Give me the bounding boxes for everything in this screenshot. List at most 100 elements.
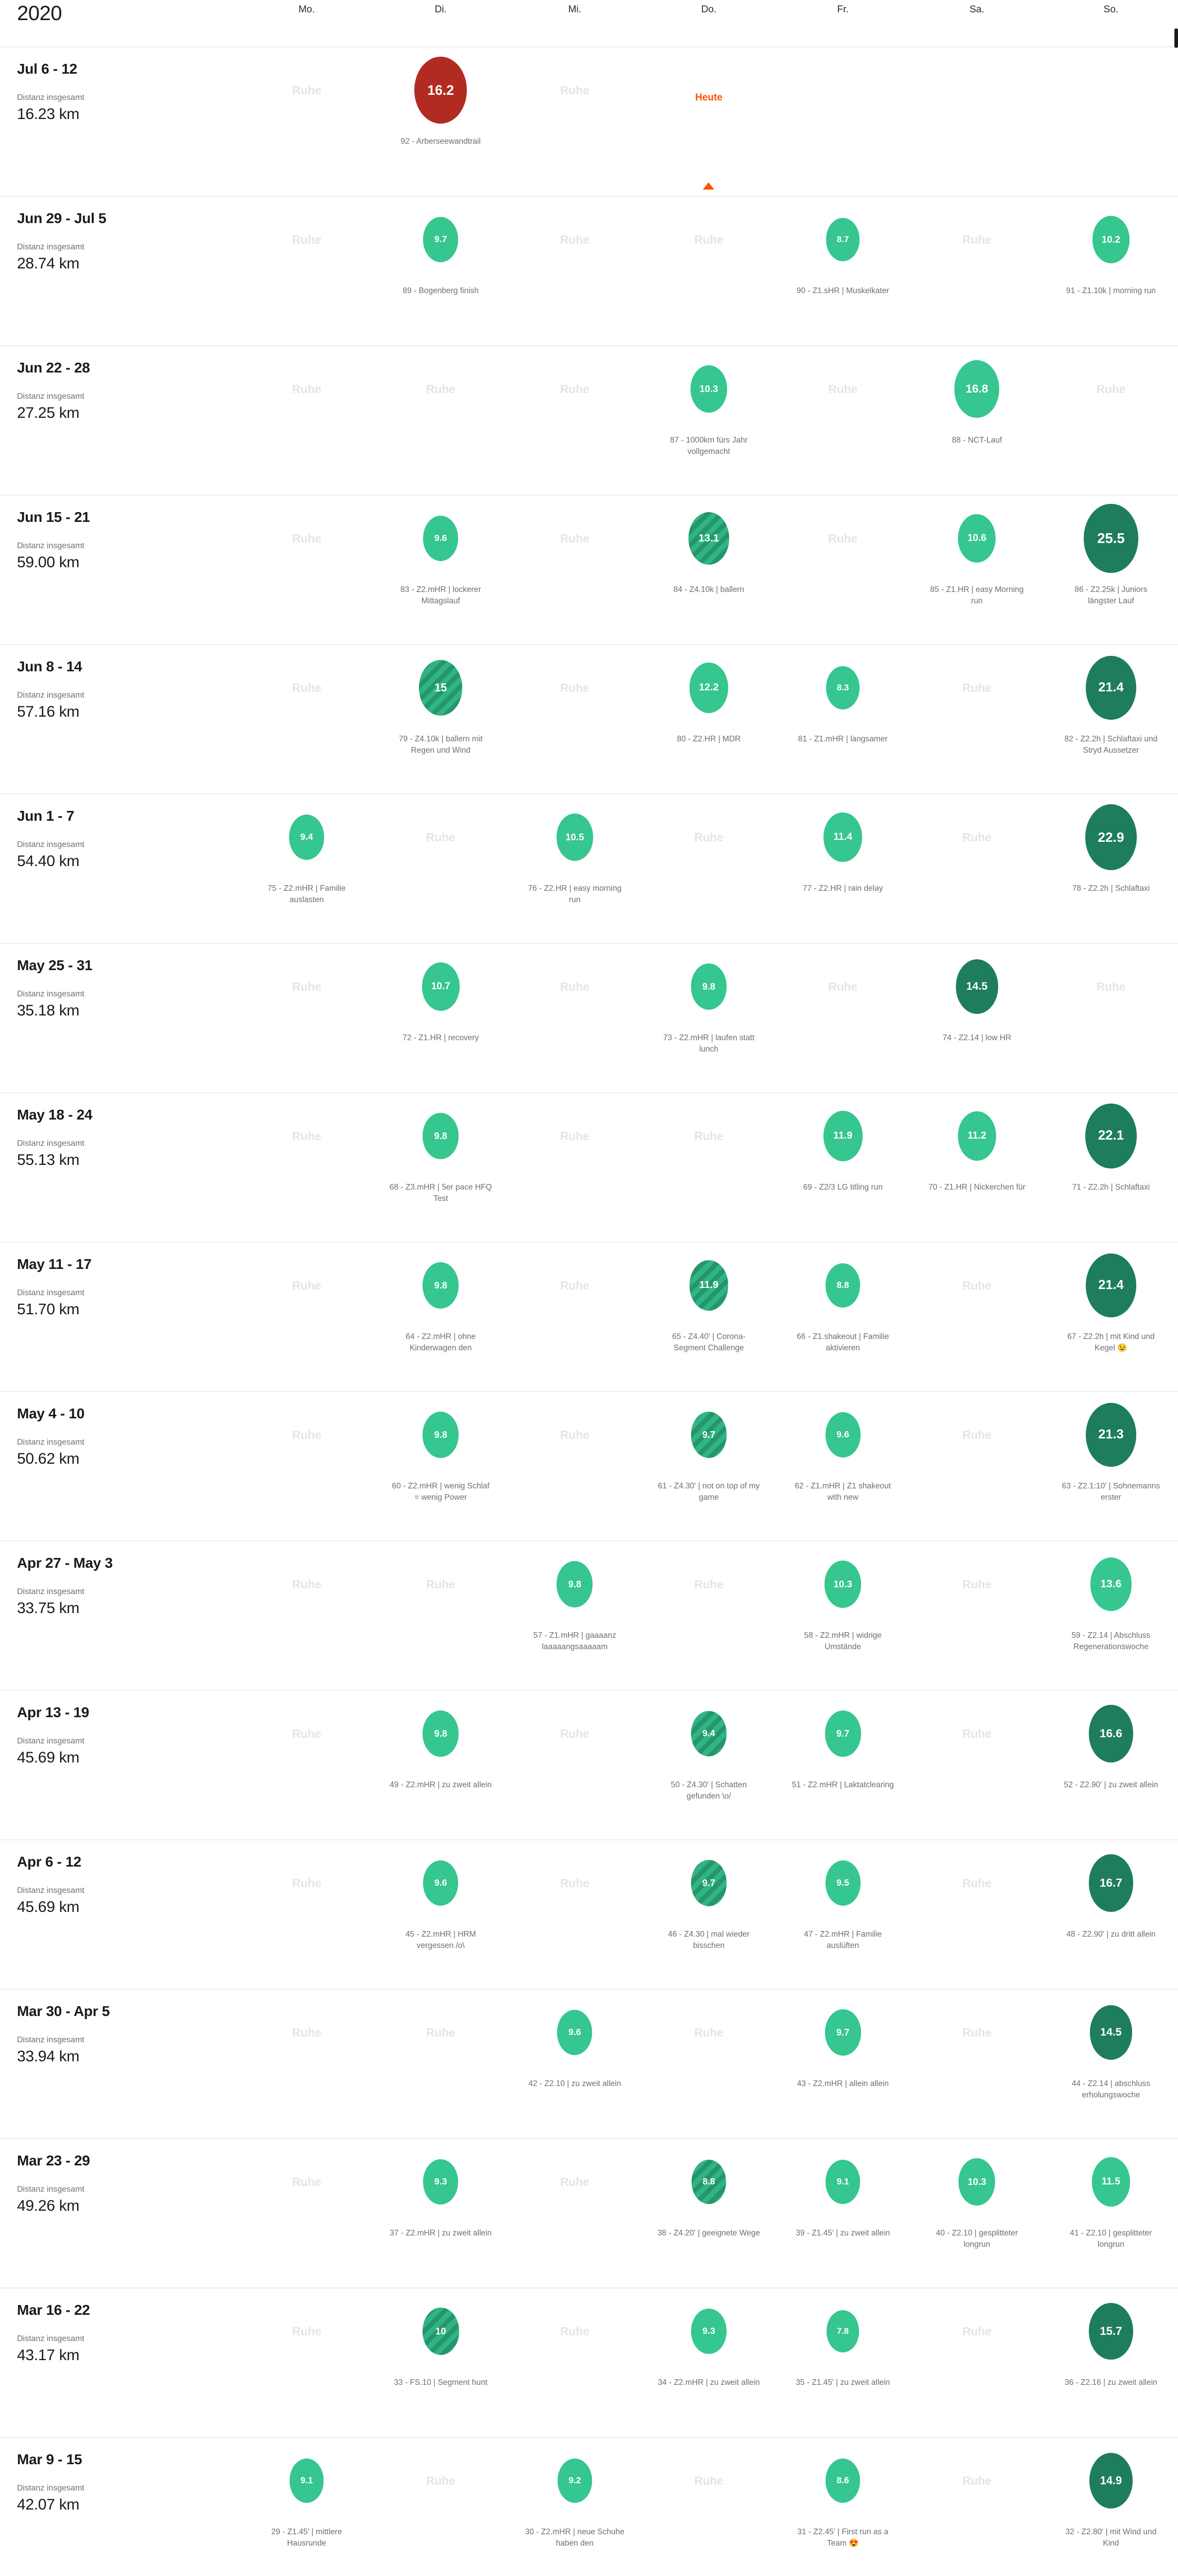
activity-label[interactable]: 67 - Z2.2h | mit Kind und Kegel 😉 — [1067, 1332, 1155, 1352]
activity-bubble[interactable]: 9.8 — [423, 1262, 459, 1309]
activity-bubble[interactable]: 9.8 — [691, 963, 727, 1010]
activity-label[interactable]: 32 - Z2.80' | mit Wind und Kind — [1065, 2528, 1157, 2548]
activity-label[interactable]: 61 - Z4.30' | not on top of my game — [658, 1482, 760, 1502]
activity-label[interactable]: 91 - Z1.10k | morning run — [1066, 286, 1156, 295]
activity-bubble[interactable]: 9.8 — [423, 1113, 459, 1159]
activity-label[interactable]: 90 - Z1.sHR | Muskelkater — [796, 286, 889, 295]
activity-label[interactable]: 85 - Z1.HR | easy Morning run — [930, 585, 1024, 605]
activity-label[interactable]: 48 - Z2.90' | zu dritt allein — [1066, 1930, 1156, 1939]
activity-bubble[interactable]: 16.2 — [414, 56, 467, 124]
activity-bubble[interactable]: 9.8 — [557, 1561, 593, 1607]
activity-label[interactable]: 64 - Z2.mHR | ohne Kinderwagen den — [406, 1332, 476, 1352]
activity-bubble[interactable]: 10.2 — [1092, 216, 1130, 263]
activity-label[interactable]: 36 - Z2.16 | zu zweit allein — [1065, 2378, 1157, 2387]
activity-bubble[interactable]: 25.5 — [1084, 503, 1138, 573]
activity-bubble[interactable]: 14.5 — [955, 959, 998, 1014]
activity-bubble[interactable]: 8.6 — [826, 2459, 860, 2503]
activity-label[interactable]: 40 - Z2.10 | gesplitteter longrun — [936, 2229, 1018, 2249]
week-title[interactable]: Mar 30 - Apr 5 — [17, 2003, 110, 2019]
activity-label[interactable]: 78 - Z2.2h | Schlaftaxi — [1072, 884, 1150, 893]
activity-bubble[interactable]: 10.5 — [556, 814, 593, 861]
activity-bubble[interactable]: 9.8 — [423, 1710, 459, 1757]
activity-bubble[interactable]: 22.1 — [1085, 1103, 1137, 1169]
activity-label[interactable]: 41 - Z2.10 | gesplitteter longrun — [1070, 2229, 1152, 2249]
activity-label[interactable]: 30 - Z2.mHR | neue Schuhe haben den — [525, 2528, 625, 2548]
activity-label[interactable]: 65 - Z4.40' | Corona-Segment Challenge — [672, 1332, 746, 1352]
activity-label[interactable]: 57 - Z1.mHR | gaaaanz laaaaangsaaaaam — [533, 1631, 616, 1651]
activity-label[interactable]: 86 - Z2.25k | Juniors längster Lauf — [1074, 585, 1148, 605]
activity-label[interactable]: 69 - Z2/3 LG titling run — [803, 1183, 883, 1192]
activity-bubble[interactable]: 9.7 — [423, 217, 459, 262]
week-title[interactable]: May 18 - 24 — [17, 1107, 93, 1123]
week-title[interactable]: May 25 - 31 — [17, 957, 93, 973]
activity-bubble[interactable]: 9.2 — [558, 2459, 592, 2503]
activity-bubble[interactable]: 14.9 — [1089, 2453, 1133, 2509]
week-title[interactable]: May 11 - 17 — [17, 1256, 92, 1272]
activity-bubble[interactable]: 10 — [422, 2308, 459, 2355]
activity-label[interactable]: 62 - Z1.mHR | Z1 shakeout with new — [795, 1482, 891, 1502]
week-title[interactable]: Jun 8 - 14 — [17, 658, 82, 674]
activity-bubble[interactable]: 8.8 — [826, 1263, 860, 1308]
activity-label[interactable]: 58 - Z2.mHR | widrige Umstände — [804, 1631, 882, 1651]
activity-label[interactable]: 35 - Z1.45' | zu zweit allein — [796, 2378, 890, 2387]
activity-bubble[interactable]: 9.4 — [691, 1711, 727, 1756]
activity-label[interactable]: 68 - Z3.mHR | 5er pace HFQ Test — [389, 1183, 492, 1203]
activity-bubble[interactable]: 9.6 — [825, 1412, 861, 1458]
activity-bubble[interactable]: 9.6 — [423, 1860, 459, 1906]
activity-label[interactable]: 60 - Z2.mHR | wenig Schlaf = wenig Power — [392, 1482, 490, 1502]
week-title[interactable]: Jun 29 - Jul 5 — [17, 210, 107, 226]
activity-bubble[interactable]: 11.2 — [957, 1111, 996, 1161]
week-title[interactable]: Jun 1 - 7 — [17, 808, 74, 824]
scrollbar-thumb[interactable] — [1174, 28, 1178, 48]
activity-bubble[interactable]: 13.6 — [1090, 1557, 1132, 1611]
activity-bubble[interactable]: 14.5 — [1089, 2005, 1132, 2060]
week-title[interactable]: Apr 6 - 12 — [17, 1854, 81, 1870]
activity-bubble[interactable]: 9.6 — [557, 2010, 593, 2055]
activity-bubble[interactable]: 11.9 — [689, 1260, 729, 1311]
activity-bubble[interactable]: 11.5 — [1091, 2157, 1131, 2207]
activity-bubble[interactable]: 9.7 — [691, 1412, 727, 1458]
activity-label[interactable]: 38 - Z4.20' | geeignete Wege — [658, 2229, 760, 2238]
activity-bubble[interactable]: 9.3 — [423, 2159, 459, 2205]
activity-label[interactable]: 77 - Z2.HR | rain delay — [802, 884, 883, 893]
activity-bubble[interactable]: 8.7 — [826, 218, 860, 261]
week-title[interactable]: Jun 22 - 28 — [17, 360, 90, 376]
activity-bubble[interactable]: 7.8 — [826, 2310, 860, 2352]
week-title[interactable]: Jun 15 - 21 — [17, 509, 90, 525]
activity-label[interactable]: 79 - Z4.10k | ballern mit Regen und Wind — [398, 735, 483, 755]
week-title[interactable]: Jul 6 - 12 — [17, 61, 77, 77]
activity-bubble[interactable]: 16.8 — [954, 360, 1000, 418]
activity-label[interactable]: 80 - Z2.HR | MDR — [677, 735, 741, 743]
activity-label[interactable]: 33 - FS.10 | Segment hunt — [394, 2378, 487, 2387]
week-title[interactable]: Mar 16 - 22 — [17, 2302, 90, 2318]
activity-bubble[interactable]: 13.1 — [688, 512, 730, 565]
activity-label[interactable]: 81 - Z1.mHR | langsamer — [798, 735, 888, 743]
activity-label[interactable]: 92 - Arberseewandtrail — [400, 137, 481, 146]
activity-bubble[interactable]: 21.4 — [1086, 1253, 1136, 1318]
week-title[interactable]: Mar 23 - 29 — [17, 2153, 90, 2168]
activity-bubble[interactable]: 9.7 — [824, 2009, 861, 2056]
activity-bubble[interactable]: 9.7 — [691, 1860, 727, 1906]
activity-label[interactable]: 31 - Z2.45' | First run as a Team 😍 — [797, 2528, 888, 2548]
activity-bubble[interactable]: 8.8 — [692, 2160, 726, 2204]
activity-bubble[interactable]: 9.1 — [289, 2459, 324, 2503]
activity-label[interactable]: 43 - Z2.mHR | allein allein — [797, 2079, 889, 2088]
activity-bubble[interactable]: 8.3 — [826, 666, 860, 709]
week-title[interactable]: Apr 13 - 19 — [17, 1704, 89, 1720]
activity-bubble[interactable]: 9.1 — [826, 2160, 860, 2204]
activity-bubble[interactable]: 9.3 — [691, 2309, 727, 2354]
activity-label[interactable]: 84 - Z4.10k | ballern — [673, 585, 745, 594]
activity-label[interactable]: 29 - Z1.45' | mittlere Hausrunde — [271, 2528, 342, 2548]
activity-label[interactable]: 71 - Z2.2h | Schlaftaxi — [1072, 1183, 1150, 1192]
activity-bubble[interactable]: 9.6 — [423, 516, 459, 561]
activity-label[interactable]: 59 - Z2.14 | Abschluss Regenerationswoch… — [1071, 1631, 1151, 1651]
activity-label[interactable]: 34 - Z2.mHR | zu zweit allein — [658, 2378, 760, 2387]
activity-bubble[interactable]: 21.4 — [1086, 655, 1136, 720]
activity-label[interactable]: 52 - Z2.90' | zu zweit allein — [1064, 1781, 1158, 1789]
week-title[interactable]: May 4 - 10 — [17, 1405, 85, 1421]
activity-label[interactable]: 63 - Z2.1:10' | Sohnemanns erster — [1062, 1482, 1160, 1502]
activity-bubble[interactable]: 9.4 — [289, 815, 325, 860]
activity-label[interactable]: 47 - Z2.mHR | Familie auslüften — [803, 1930, 882, 1950]
activity-label[interactable]: 46 - Z4.30 | mal wieder bisschen — [668, 1930, 750, 1950]
activity-label[interactable]: 50 - Z4.30' | Schatten gefunden \o/ — [670, 1781, 747, 1801]
